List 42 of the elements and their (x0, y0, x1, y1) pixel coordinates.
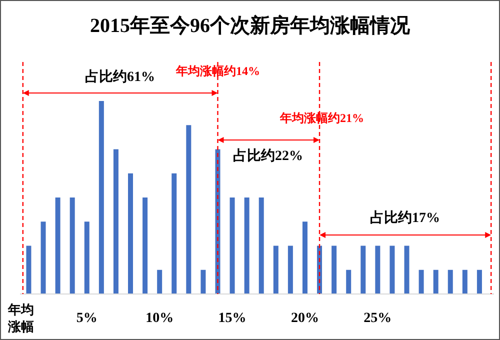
bar (302, 222, 308, 294)
bar (157, 270, 162, 294)
bar (128, 173, 134, 294)
bar (418, 270, 424, 294)
text: 年均涨幅约14% (175, 64, 260, 78)
x-tick-label: 25% (364, 311, 392, 326)
bar (113, 149, 118, 294)
bar (404, 246, 410, 294)
bar (70, 198, 75, 294)
bar (98, 101, 104, 294)
bar (375, 246, 380, 294)
bar (433, 270, 438, 294)
x-tick-label: 5% (76, 311, 98, 326)
bar (390, 246, 395, 294)
bar (244, 198, 250, 294)
x-tick-label: 10% (146, 311, 174, 326)
bar (200, 270, 206, 294)
text: 占比约61% (85, 69, 155, 85)
bar (186, 125, 192, 294)
x-tick-label: 15% (218, 311, 246, 326)
bar (84, 222, 90, 294)
bar (273, 246, 278, 294)
bar (258, 198, 264, 294)
bar (476, 270, 482, 294)
annotation: 占比约22% (233, 148, 303, 164)
bar (462, 270, 468, 294)
bar (288, 246, 293, 294)
annotation: 年均涨幅约21% (279, 111, 364, 125)
bar (346, 270, 352, 294)
bar (230, 198, 235, 294)
chart-title: 2015年至今96个次新房年均涨幅情况 (90, 14, 411, 37)
bar (40, 222, 46, 294)
bar (142, 198, 148, 294)
bar (55, 198, 60, 294)
annotation: 占比约17% (370, 210, 440, 226)
x-axis-title: 年均涨幅 (7, 302, 34, 334)
x-tick-label: 20% (290, 311, 319, 326)
bar (448, 270, 453, 294)
bar (360, 246, 366, 294)
bar (26, 246, 32, 294)
bar (172, 173, 177, 294)
bar (332, 246, 337, 294)
